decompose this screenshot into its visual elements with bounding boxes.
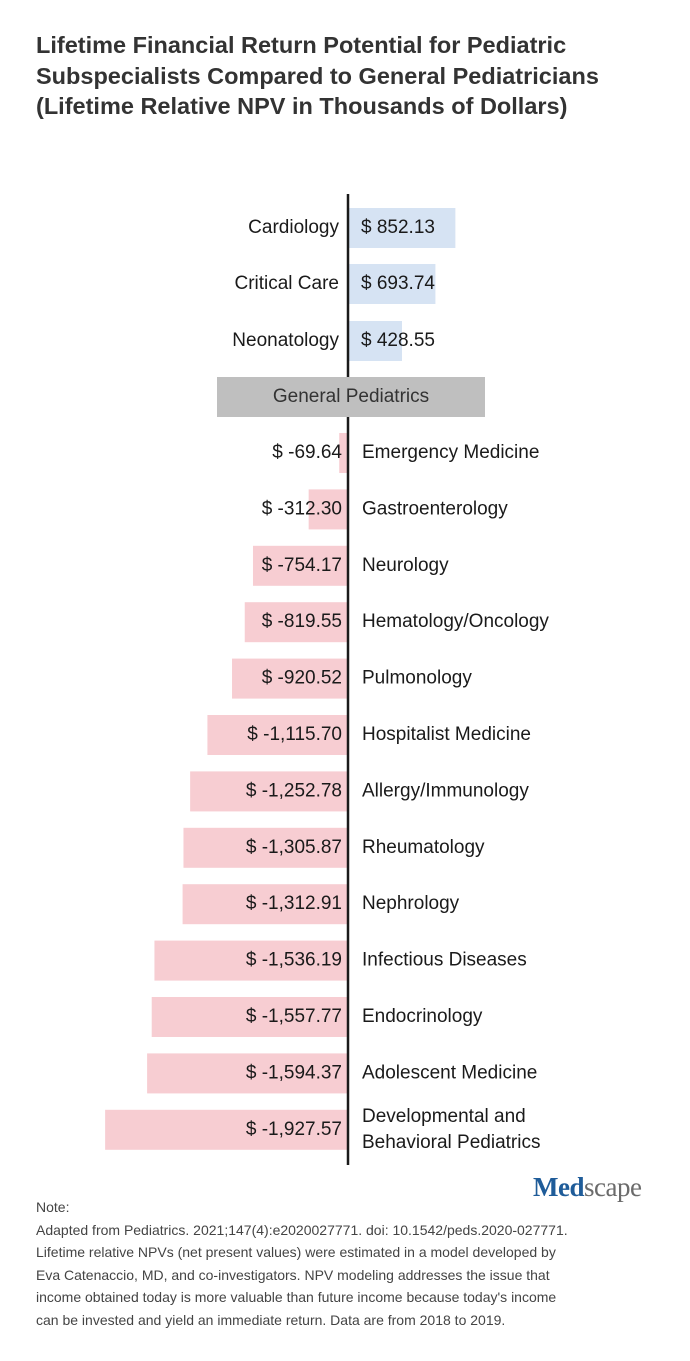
bar bbox=[105, 1109, 348, 1150]
category-label: Pulmonology bbox=[362, 668, 472, 689]
bar bbox=[183, 827, 348, 868]
category-label: Hospitalist Medicine bbox=[362, 724, 531, 745]
bar bbox=[190, 771, 348, 812]
note-line: can be invested and yield an immediate r… bbox=[36, 1311, 506, 1328]
value-label: $ -312.30 bbox=[262, 498, 342, 519]
category-label: Gastroenterology bbox=[362, 498, 508, 519]
bar bbox=[339, 433, 348, 473]
value-label: $ -1,252.78 bbox=[246, 780, 342, 801]
category-label: Emergency Medicine bbox=[362, 442, 539, 463]
value-label: $ -1,536.19 bbox=[246, 950, 342, 971]
note-line: Lifetime relative NPVs (net present valu… bbox=[36, 1244, 556, 1261]
category-label: Nephrology bbox=[362, 893, 460, 914]
bar bbox=[182, 884, 348, 925]
bar bbox=[348, 264, 436, 304]
bar bbox=[252, 545, 348, 586]
category-label: Allergy/Immunology bbox=[362, 780, 529, 801]
bar bbox=[348, 208, 456, 248]
note-heading: Note: bbox=[36, 1199, 70, 1215]
chart-title: Lifetime Financial Return Potential for … bbox=[36, 32, 599, 119]
bar bbox=[348, 321, 402, 361]
value-label: $ -1,927.57 bbox=[246, 1119, 342, 1140]
category-label: Neonatology bbox=[232, 330, 339, 351]
category-label: Behavioral Pediatrics bbox=[362, 1132, 540, 1153]
note-line: Eva Catenaccio, MD, and co-investigators… bbox=[36, 1266, 550, 1283]
category-label: Developmental and bbox=[362, 1106, 526, 1127]
logo-scape: scape bbox=[583, 1172, 642, 1202]
category-label: Endocrinology bbox=[362, 1006, 483, 1027]
category-label: Infectious Diseases bbox=[362, 950, 527, 971]
bar bbox=[207, 715, 348, 755]
value-label: $ -1,115.70 bbox=[247, 724, 342, 745]
bar bbox=[232, 658, 348, 699]
value-label: $ -920.52 bbox=[262, 668, 342, 689]
bar-chart: $ 852.13 Cardiology $ 693.74 Critical Care $… bbox=[105, 194, 549, 1165]
value-label: $ 852.13 bbox=[361, 217, 435, 238]
category-label: Neurology bbox=[362, 555, 449, 576]
note-line: income obtained today is more valuable t… bbox=[36, 1289, 557, 1306]
value-label: $ -1,305.87 bbox=[246, 837, 342, 858]
bar bbox=[154, 940, 348, 981]
bar bbox=[151, 997, 348, 1037]
note-line: Adapted from Pediatrics. 2021;147(4):e20… bbox=[36, 1221, 568, 1238]
bar bbox=[308, 489, 348, 530]
category-label: Critical Care bbox=[234, 273, 339, 294]
value-label: $ -69.64 bbox=[272, 442, 342, 463]
logo-med: Med bbox=[533, 1172, 584, 1202]
category-label: Adolescent Medicine bbox=[362, 1062, 537, 1083]
value-label: $ -754.17 bbox=[262, 555, 342, 576]
baseline-box bbox=[217, 377, 485, 417]
value-label: $ -1,557.77 bbox=[246, 1006, 342, 1027]
bar bbox=[147, 1053, 348, 1094]
bar bbox=[244, 602, 348, 643]
value-label: $ 428.55 bbox=[361, 330, 435, 351]
value-label: $ -1,594.37 bbox=[246, 1062, 342, 1083]
category-label: Rheumatology bbox=[362, 837, 485, 858]
category-label: Hematology/Oncology bbox=[362, 611, 549, 632]
value-label: $ 693.74 bbox=[361, 273, 435, 294]
medscape-logo: Medscape bbox=[533, 1172, 642, 1203]
category-label: Cardiology bbox=[248, 217, 339, 238]
value-label: $ -819.55 bbox=[262, 611, 342, 632]
value-label: $ -1,312.91 bbox=[246, 893, 342, 914]
baseline-label: General Pediatrics bbox=[273, 386, 429, 407]
note-block: Note: Adapted from Pediatrics. 2021;147(… bbox=[36, 1196, 656, 1332]
